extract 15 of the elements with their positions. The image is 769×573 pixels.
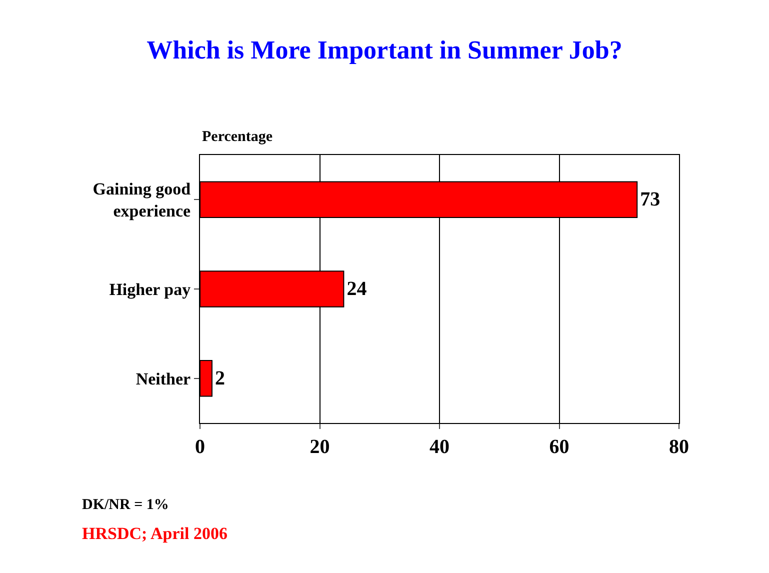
y-tick-label: Neither	[136, 369, 192, 388]
x-tick-label: 60	[549, 436, 570, 458]
data-label: 2	[214, 367, 225, 390]
text: HRSDC; April 2006	[82, 524, 228, 543]
y-tick-label: Gaining good experience	[92, 180, 192, 221]
data-label: 24	[346, 278, 367, 300]
x-axis-title: Percentage	[202, 129, 273, 145]
x-tick-label: 20	[310, 436, 330, 458]
data-label: 73	[640, 188, 660, 211]
y-tick-label: Higher pay	[109, 280, 192, 299]
x-tick-label: 80	[669, 436, 689, 458]
chart-title: Which is More Important in Summer Job?	[146, 35, 622, 64]
text: DK/NR = 1%	[82, 497, 169, 513]
x-tick-label: 40	[430, 436, 450, 458]
x-tick-label: 0	[195, 436, 205, 458]
